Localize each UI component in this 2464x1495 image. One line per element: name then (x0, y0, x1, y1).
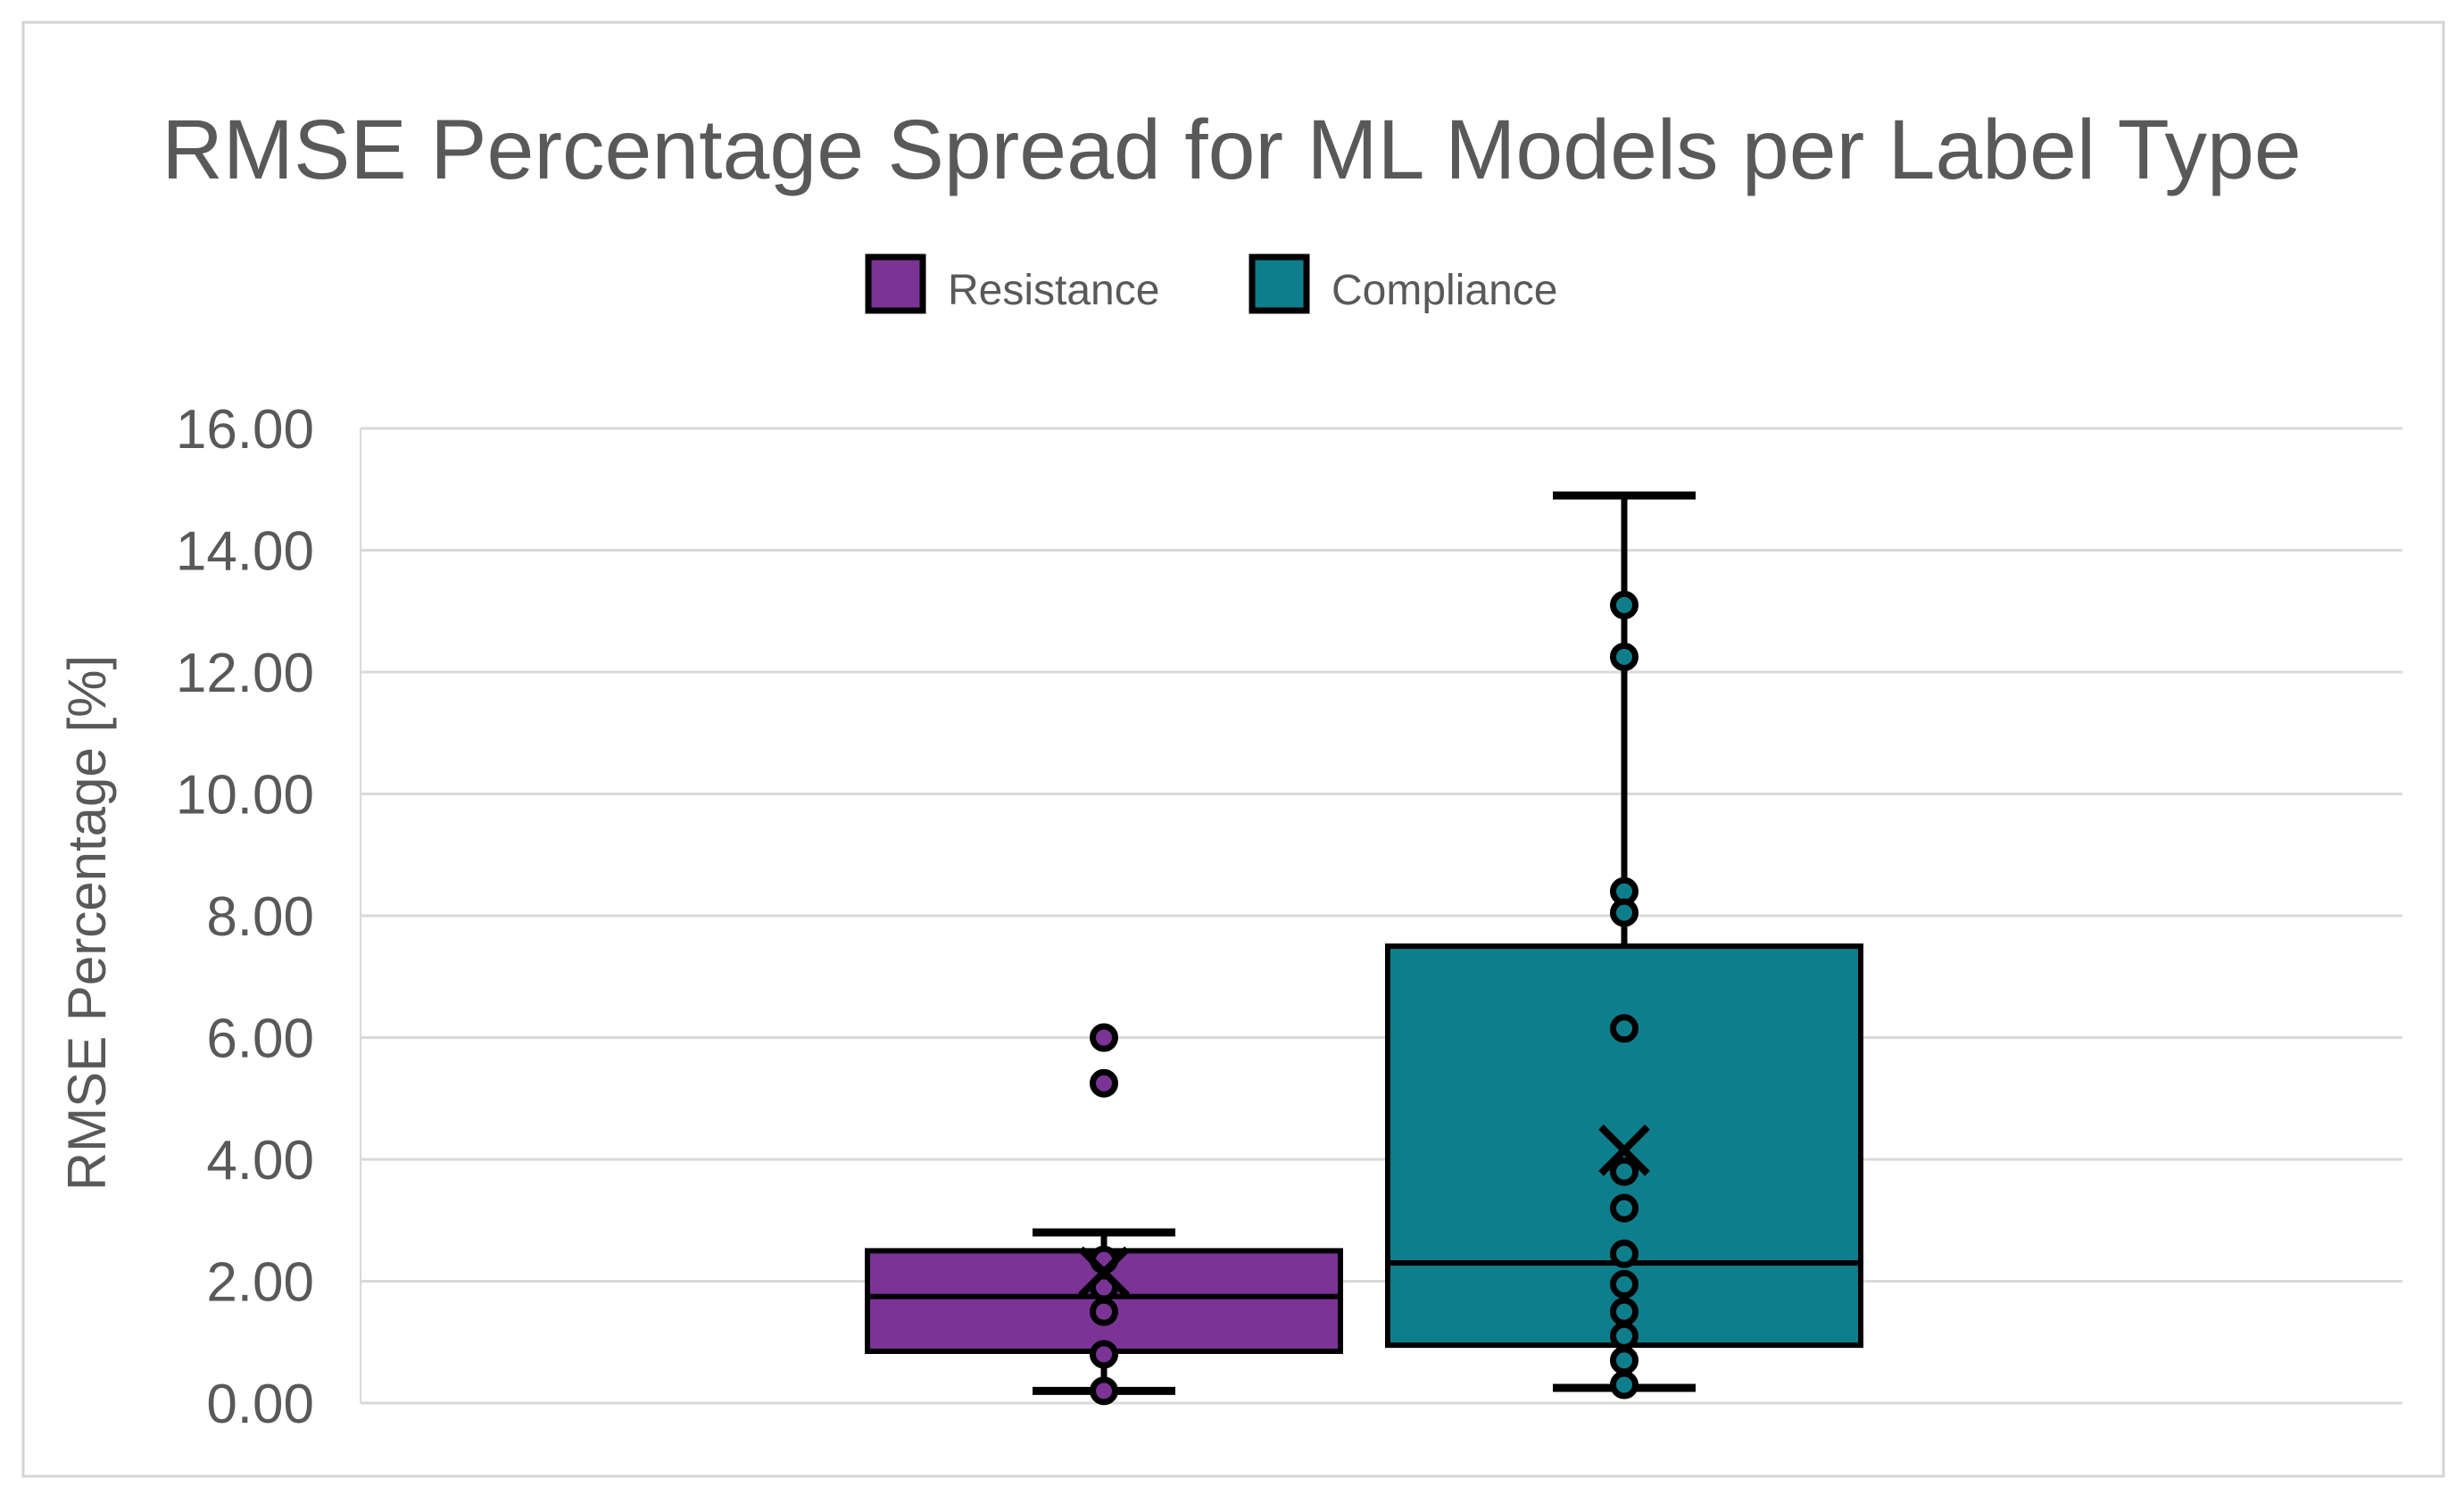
mean-marker-resistance (1078, 1246, 1130, 1299)
data-point-resistance (1090, 1376, 1118, 1406)
data-point-compliance (1610, 1297, 1639, 1326)
data-point-compliance (1610, 1157, 1639, 1186)
data-point-resistance (1090, 1068, 1118, 1098)
y-tick-label: 14.00 (176, 521, 314, 583)
y-tick-label: 0.00 (206, 1374, 314, 1435)
legend-label-resistance: Resistance (948, 267, 1159, 314)
data-point-compliance (1610, 1014, 1639, 1043)
legend: Resistance Compliance (865, 253, 1557, 314)
mean-marker-compliance (1598, 1124, 1650, 1176)
data-point-compliance (1610, 642, 1639, 671)
legend-swatch-resistance (865, 253, 926, 314)
data-point-compliance (1610, 1321, 1639, 1350)
y-tick-label: 8.00 (206, 886, 314, 948)
data-point-compliance (1610, 898, 1639, 927)
y-tick-label: 4.00 (206, 1130, 314, 1192)
data-point-compliance (1610, 590, 1639, 619)
legend-swatch-compliance (1249, 253, 1310, 314)
y-tick-label: 2.00 (206, 1252, 314, 1314)
data-point-compliance (1610, 1269, 1639, 1299)
y-tick-label: 12.00 (176, 643, 314, 704)
y-axis-title: RMSE Percentage [%] (57, 655, 117, 1191)
chart-border (21, 21, 2445, 1478)
legend-label-compliance: Compliance (1332, 267, 1557, 314)
data-point-resistance (1090, 1023, 1118, 1052)
data-point-resistance (1090, 1340, 1118, 1369)
y-tick-label: 16.00 (176, 399, 314, 461)
data-point-compliance (1610, 1239, 1639, 1268)
data-point-compliance (1610, 1370, 1639, 1399)
data-point-compliance (1610, 1193, 1639, 1223)
data-point-compliance (1610, 1346, 1639, 1375)
y-tick-label: 6.00 (206, 1009, 314, 1070)
chart-title: RMSE Percentage Spread for ML Models per… (162, 103, 2301, 197)
y-tick-label: 10.00 (176, 765, 314, 826)
plot-area: 0.00 2.00 4.00 6.00 8.00 10.00 12.00 14.00 16.00 (176, 399, 2402, 1435)
data-point-resistance (1090, 1297, 1118, 1326)
